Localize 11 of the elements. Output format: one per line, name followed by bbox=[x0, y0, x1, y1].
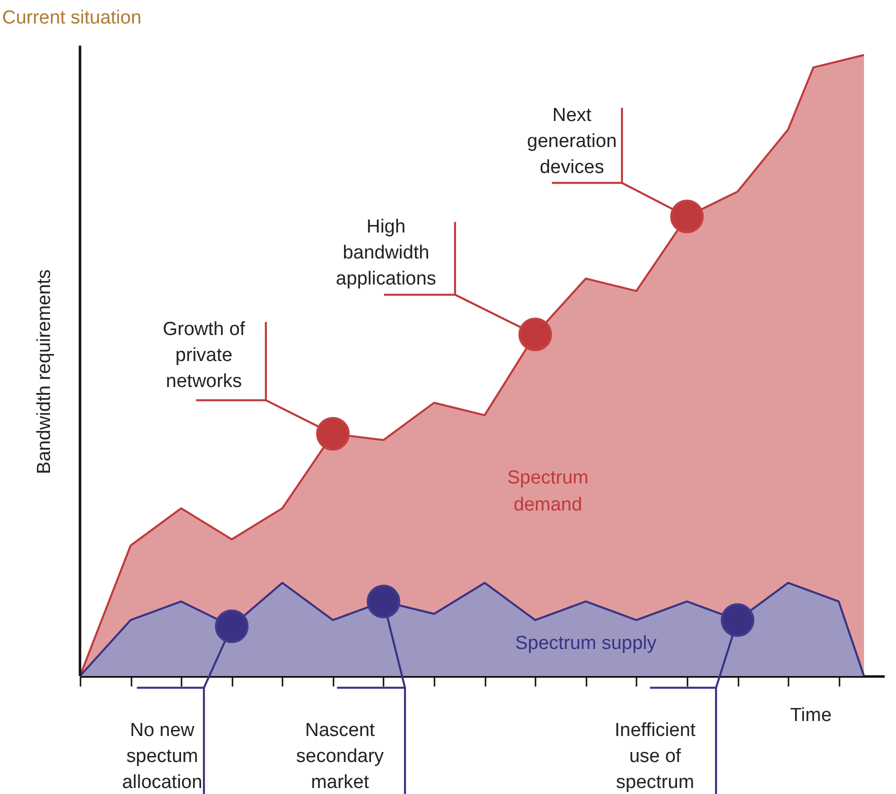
y-axis-title: Bandwidth requirements bbox=[34, 269, 56, 474]
text: No new spectum allocation bbox=[122, 720, 202, 794]
annotation: High bandwidth applications bbox=[336, 216, 436, 290]
annotation: Next generation devices bbox=[527, 104, 617, 178]
text: Nascent secondary market bbox=[296, 720, 384, 794]
annotation: Growth of private networks bbox=[162, 319, 246, 392]
text: Inefficient use of spectrum bbox=[614, 720, 696, 794]
x-axis-title: Time bbox=[790, 705, 832, 726]
series-label: Spectrum supply bbox=[515, 633, 657, 654]
chart-title: Current situation bbox=[2, 8, 142, 29]
series-label: Spectrum demand bbox=[507, 467, 588, 516]
